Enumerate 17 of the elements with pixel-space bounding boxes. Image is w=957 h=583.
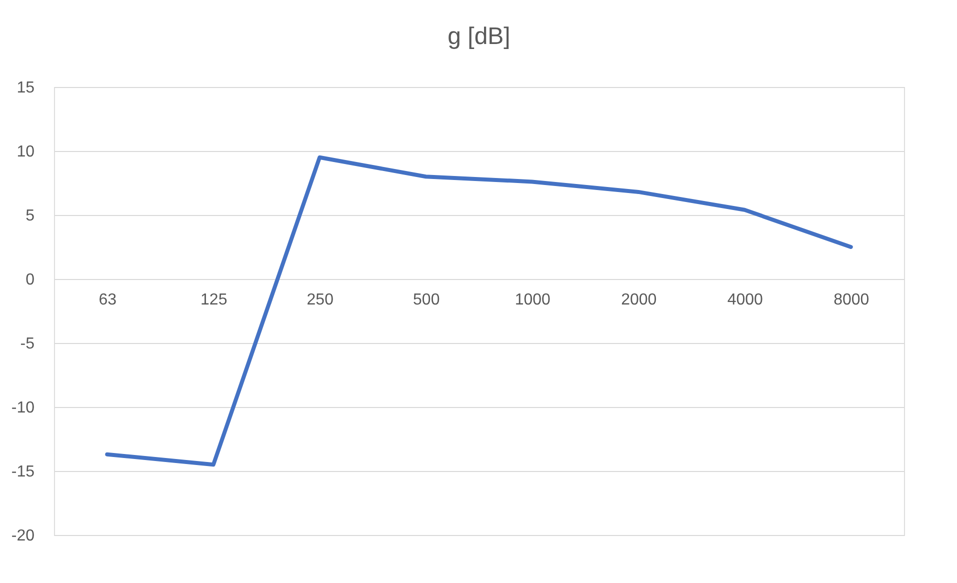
x-tick-label: 1000 (514, 292, 551, 308)
x-tick-label: 4000 (727, 292, 764, 308)
y-tick-label: 0 (26, 272, 35, 288)
x-tick-label: 125 (200, 292, 228, 308)
y-tick-label: -20 (11, 528, 35, 544)
x-tick-label: 2000 (621, 292, 657, 308)
x-tick-label: 8000 (834, 292, 870, 308)
y-tick-label: 15 (16, 80, 35, 96)
y-tick-label: -10 (11, 400, 35, 416)
y-tick-label: -15 (11, 464, 35, 480)
chart-title: g [dB] (448, 23, 510, 50)
y-tick-label: 10 (16, 144, 35, 160)
x-tick-label: 250 (306, 292, 334, 308)
y-tick-label: 5 (26, 208, 35, 224)
y-tick-label: -5 (20, 336, 35, 352)
x-tick-label: 500 (413, 292, 440, 308)
x-tick-label: 63 (98, 292, 117, 308)
